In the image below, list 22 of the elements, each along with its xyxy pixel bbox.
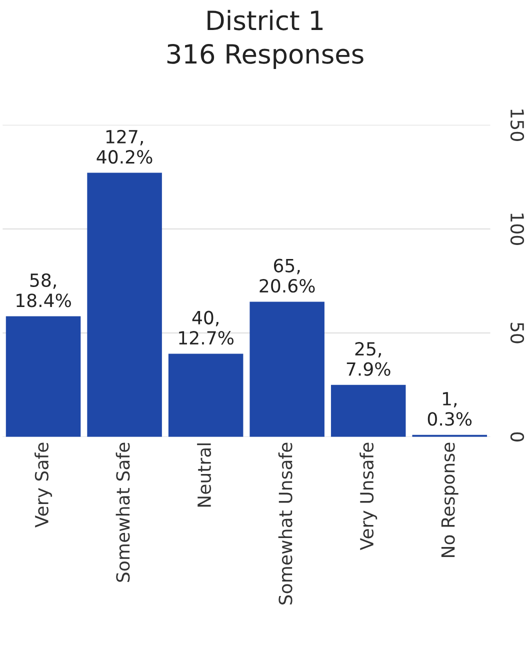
x-tick-label: Neutral [197,443,212,507]
bar [250,302,324,437]
y-tick-label: 150 [510,110,524,141]
data-label: 65, 20.6% [260,258,315,293]
data-label: 127, 40.2% [96,130,152,164]
x-tick-label: Somewhat Unsafe [278,442,292,604]
y-tick-label: 0 [510,432,524,442]
chart-title: District 1 316 Responses [167,10,364,70]
y-tick-label: 50 [510,322,524,344]
y-tick-label: 100 [510,214,524,245]
bar [168,354,244,437]
data-label: 25, 7.9% [346,342,390,376]
x-tick-label: No Response [441,442,458,558]
bar [87,172,162,437]
data-label: 40, 12.7% [179,310,234,345]
bar [330,384,406,437]
bar [6,316,81,437]
data-label: 58, 18.4% [16,273,71,308]
data-label: 1, 0.3% [428,392,472,426]
x-tick-label: Very Unsafe [360,442,378,550]
x-tick-label: Very Safe [34,442,52,528]
x-tick-label: Somewhat Safe [116,442,130,582]
